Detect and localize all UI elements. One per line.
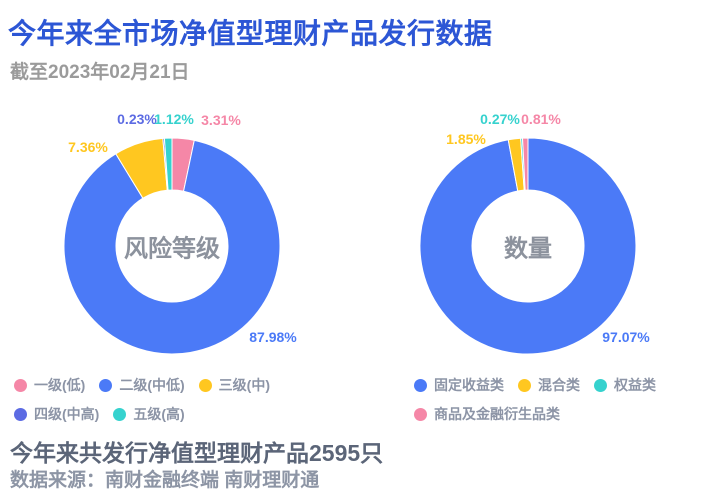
slice-value-label: 0.27%	[480, 111, 520, 127]
quantity-donut-center-label: 数量	[504, 235, 552, 263]
legend-item-label: 权益类	[614, 377, 656, 393]
legend-item-label: 二级(中低)	[119, 377, 185, 393]
legend-item: 二级(中低)	[99, 375, 185, 395]
legend-dot-icon	[594, 378, 607, 392]
slice-value-label: 0.23%	[117, 111, 157, 127]
quantity-legend: 固定收益类 混合类 权益类商品及金融衍生品类	[414, 375, 696, 424]
pie-slice	[163, 137, 173, 191]
legend-dot-icon	[518, 378, 531, 392]
legend-dot-icon	[113, 407, 127, 421]
legend-item-label: 固定收益类	[434, 377, 504, 393]
slice-value-label: 0.81%	[521, 111, 561, 127]
slice-value-label: 87.98%	[249, 329, 297, 345]
pie-slice	[63, 139, 281, 355]
slice-value-label: 3.31%	[201, 112, 241, 128]
slice-value-label: 1.85%	[446, 131, 486, 147]
legend-dot-icon	[198, 378, 212, 392]
legend-dot-icon	[99, 378, 113, 392]
risk-level-legend: 一级(低) 二级(中低) 三级(中) 四级(中高) 五级(高)	[14, 375, 364, 424]
pie-slice	[521, 137, 529, 191]
legend-item: 商品及金融衍生品类	[414, 404, 560, 424]
legend-item: 权益类	[594, 375, 656, 395]
pie-slice	[419, 137, 637, 355]
page-title: 今年来全市场净值型理财产品发行数据	[8, 18, 493, 49]
legend-item-label: 一级(低)	[34, 377, 86, 393]
legend-item-label: 四级(中高)	[34, 406, 100, 422]
slice-value-label: 7.36%	[68, 139, 108, 155]
legend-item: 一级(低)	[14, 375, 85, 395]
date-caption: 截至2023年02月21日	[10, 62, 190, 83]
legend-item: 四级(中高)	[14, 404, 99, 424]
legend-item: 固定收益类	[414, 375, 504, 395]
summary-text: 今年来共发行净值型理财产品2595只	[10, 440, 384, 466]
legend-dot-icon	[14, 407, 27, 421]
data-source-text: 数据来源：南财金融终端 南财理财通	[10, 470, 320, 491]
legend-item-label: 三级(中)	[218, 377, 270, 393]
slice-value-label: 97.07%	[602, 329, 650, 345]
legend-item: 五级(高)	[113, 404, 185, 424]
legend-dot-icon	[414, 378, 427, 392]
legend-item: 混合类	[518, 375, 580, 395]
slice-value-label: 1.12%	[154, 111, 194, 127]
legend-dot-icon	[414, 407, 427, 421]
legend-item-label: 五级(高)	[133, 406, 185, 422]
legend-item-label: 商品及金融衍生品类	[434, 406, 560, 422]
legend-item: 三级(中)	[198, 375, 270, 395]
legend-dot-icon	[14, 378, 27, 392]
risk-level-donut-center-label: 风险等级	[124, 235, 220, 263]
legend-item-label: 混合类	[538, 377, 580, 393]
